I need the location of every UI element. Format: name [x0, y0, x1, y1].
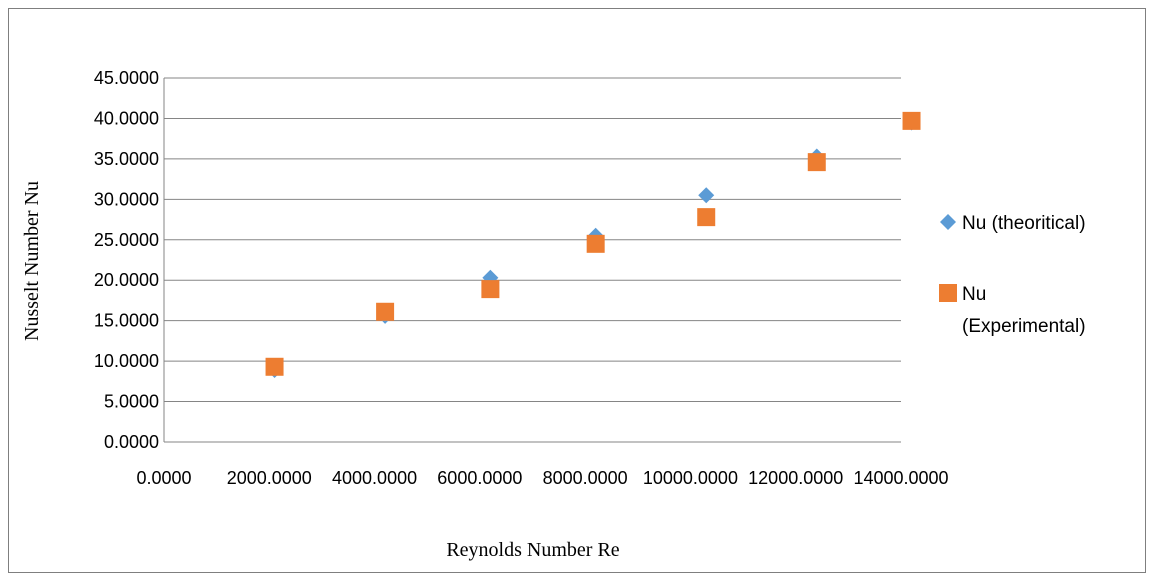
legend-label-theoretical: Nu (theoritical) [962, 213, 1086, 234]
y-tick-label: 0.0000 [104, 432, 159, 452]
y-tick-label: 10.0000 [94, 351, 159, 371]
experimental-point [265, 357, 284, 376]
y-tick-label: 15.0000 [94, 311, 159, 331]
experimental-point [807, 153, 826, 172]
y-tick-label: 45.0000 [94, 68, 159, 88]
legend-label-experimental-line2: (Experimental) [962, 316, 1086, 337]
x-tick-label: 14000.0000 [853, 468, 948, 488]
legend-diamond-marker [940, 214, 956, 230]
experimental-point [376, 302, 395, 321]
y-tick-label: 20.0000 [94, 270, 159, 290]
legend: Nu (theoritical) Nu (Experimental) [939, 213, 1086, 337]
x-tick-label: 12000.0000 [748, 468, 843, 488]
y-tick-label: 5.0000 [104, 392, 159, 412]
y-tick-label: 40.0000 [94, 108, 159, 128]
experimental-point [481, 280, 500, 299]
x-axis-title: Reynolds Number Re [446, 539, 619, 561]
x-tick-label: 2000.0000 [227, 468, 312, 488]
y-axis-title: Nusselt Number Nu [21, 181, 43, 341]
legend-label-experimental-line1: Nu [962, 284, 986, 305]
x-tick-label: 0.0000 [136, 468, 191, 488]
experimental-point [697, 208, 716, 227]
legend-square-marker [939, 284, 957, 302]
theoretical-point [698, 187, 715, 204]
y-tick-label: 35.0000 [94, 149, 159, 169]
experimental-point [902, 111, 921, 130]
y-tick-label: 25.0000 [94, 230, 159, 250]
x-tick-label: 8000.0000 [543, 468, 628, 488]
experimental-point [586, 234, 605, 253]
x-tick-label: 6000.0000 [437, 468, 522, 488]
x-tick-label: 10000.0000 [643, 468, 738, 488]
y-tick-label: 30.0000 [94, 189, 159, 209]
x-tick-label: 4000.0000 [332, 468, 417, 488]
